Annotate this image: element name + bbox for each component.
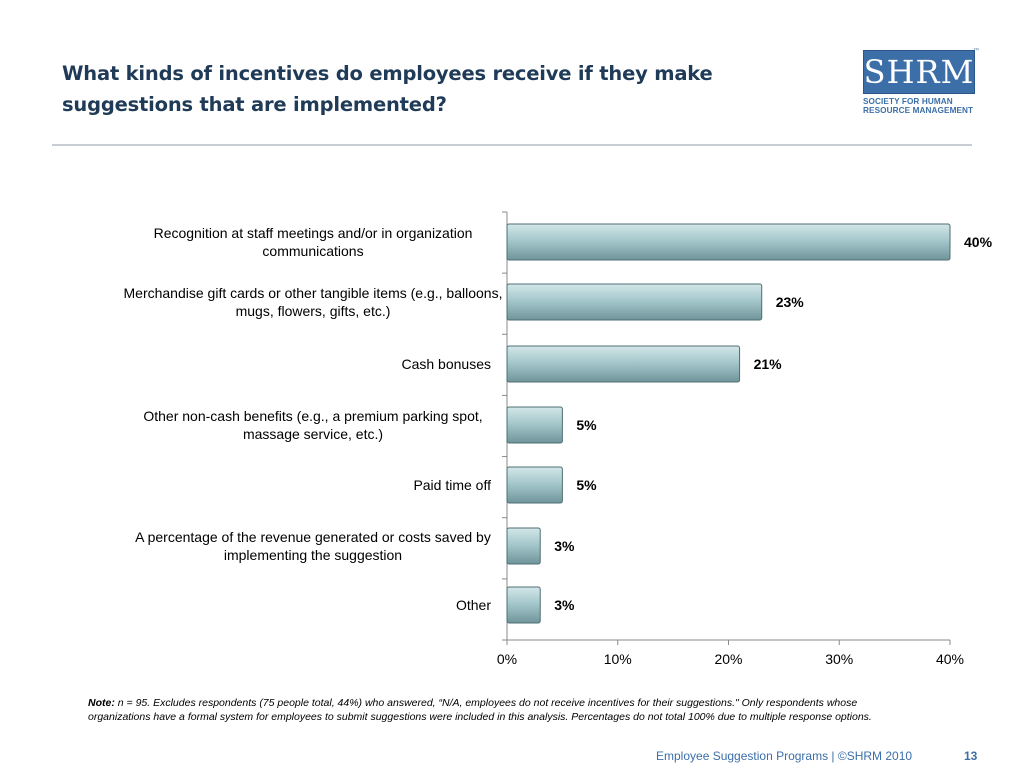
chart-note: Note: n = 95. Excludes respondents (75 p… (88, 697, 908, 724)
shrm-logo-subtitle-line2: RESOURCE MANAGEMENT (863, 106, 974, 115)
category-label: implementing the suggestion (224, 547, 402, 563)
title-divider (52, 144, 972, 146)
category-label: Other non-cash benefits (e.g., a premium… (143, 408, 482, 424)
data-label: 23% (776, 294, 805, 310)
bar (506, 466, 563, 504)
data-label: 5% (576, 417, 597, 433)
category-label: massage service, etc.) (243, 426, 383, 442)
category-label: Other (456, 597, 491, 613)
x-tick-label: 10% (604, 651, 632, 667)
note-label: Note: (88, 697, 115, 709)
bar (506, 223, 951, 261)
shrm-logo-mark: SHRM (863, 50, 975, 94)
category-label: Cash bonuses (401, 356, 491, 372)
bar (506, 283, 763, 321)
x-tick-label: 0% (497, 651, 517, 667)
data-label: 3% (554, 538, 575, 554)
category-label: Recognition at staff meetings and/or in … (154, 225, 473, 241)
data-label: 21% (754, 356, 783, 372)
note-text: n = 95. Excludes respondents (75 people … (88, 697, 872, 723)
footer-text: Employee Suggestion Programs | ©SHRM 201… (656, 749, 913, 763)
slide-title: What kinds of incentives do employees re… (62, 62, 713, 116)
category-label: mugs, flowers, gifts, etc.) (236, 303, 391, 319)
category-label: A percentage of the revenue generated or… (135, 529, 491, 545)
data-label: 40% (964, 234, 993, 250)
x-tick-label: 20% (714, 651, 742, 667)
trademark-icon: ™ (973, 48, 979, 54)
shrm-logo: SHRM ™ SOCIETY FOR HUMAN RESOURCE MANAGE… (863, 48, 979, 122)
category-label: Merchandise gift cards or other tangible… (124, 285, 503, 301)
shrm-logo-subtitle: SOCIETY FOR HUMAN RESOURCE MANAGEMENT (863, 97, 975, 115)
x-tick-label: 40% (936, 651, 964, 667)
data-label: 3% (554, 597, 575, 613)
bar (506, 406, 563, 444)
data-label: 5% (576, 477, 597, 493)
bar (506, 345, 741, 383)
page-number: 13 (964, 749, 978, 763)
bar (506, 586, 541, 624)
category-label: communications (262, 243, 363, 259)
shrm-logo-subtitle-line1: SOCIETY FOR HUMAN (863, 97, 953, 106)
incentives-bar-chart: 0% 10% 20% 30% 40% Recognition at staff meeti… (124, 211, 993, 667)
bar (506, 527, 541, 565)
category-label: Paid time off (413, 477, 491, 493)
x-tick-label: 30% (825, 651, 853, 667)
